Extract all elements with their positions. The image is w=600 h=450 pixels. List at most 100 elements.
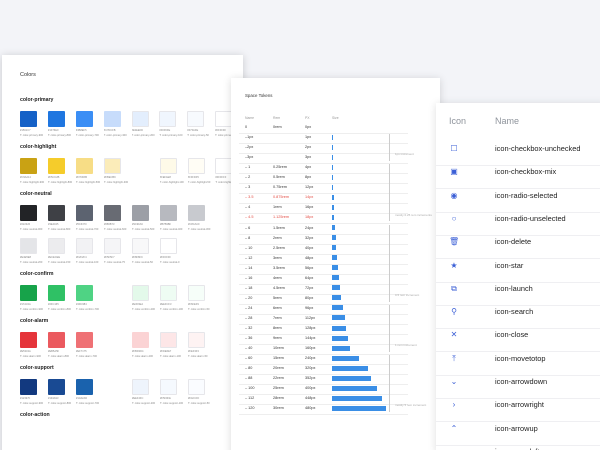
space-token-rem: 0.5rem — [273, 175, 285, 180]
color-swatch[interactable] — [159, 111, 177, 127]
swatch-hex: #EEFCF3 — [160, 303, 172, 306]
launch-icon: ⧉ — [451, 283, 457, 293]
swatch-hex: #FFFDF5 — [187, 176, 199, 179]
color-swatch[interactable] — [215, 111, 233, 127]
space-token-name: – 10 — [245, 245, 253, 250]
space-token-row: – 80 20rem 320px — [231, 365, 440, 376]
color-swatch[interactable] — [104, 158, 121, 174]
color-swatch[interactable] — [76, 332, 93, 348]
row-divider — [436, 444, 600, 446]
space-token-rem: 5rem — [273, 295, 282, 300]
color-swatch[interactable] — [131, 111, 149, 127]
swatch-token: T: color-highlight-900 — [20, 181, 44, 184]
space-token-row: – 12 3rem 48px — [231, 255, 440, 265]
swatch-hex: #C7DCFB — [103, 129, 116, 132]
swatch-token: T: color-confirm-100 — [160, 308, 183, 311]
space-token-name: – 3 — [245, 185, 251, 190]
swatch-cell: #FFFFFF T: color-highlight-0 — [215, 158, 239, 191]
color-swatch[interactable] — [48, 285, 65, 301]
space-size-bar — [332, 164, 333, 170]
space-token-rem: 4rem — [273, 275, 282, 280]
space-token-row: – 4 1rem 16px — [231, 204, 440, 215]
swatch-hex: #FFFFFF — [160, 256, 171, 259]
icon-name-label: icon-movetotop — [495, 353, 546, 363]
space-token-row: – 24 6rem 96px — [231, 305, 440, 315]
color-swatch[interactable] — [215, 158, 233, 174]
space-size-bar — [332, 405, 386, 411]
color-swatch[interactable] — [132, 238, 149, 254]
color-swatch[interactable] — [20, 205, 37, 221]
swatch-cell: #EF7175 T: color-alarm-700 — [76, 332, 100, 365]
space-token-name: 0 — [245, 125, 248, 129]
color-swatch[interactable] — [75, 111, 93, 127]
color-swatch[interactable] — [48, 332, 65, 348]
space-token-px: 24px — [305, 225, 314, 230]
color-swatch[interactable] — [187, 111, 205, 127]
color-swatch[interactable] — [20, 379, 37, 395]
color-swatch[interactable] — [76, 205, 93, 221]
color-swatch[interactable] — [132, 205, 149, 221]
swatch-token: T: color-neutral-600 — [104, 228, 127, 231]
swatch-cell: #1A62AD T: color-support-700 — [76, 379, 100, 412]
swatch-token: T: color-confirm-50 — [188, 308, 210, 311]
increment-bracket — [388, 224, 390, 302]
color-swatch[interactable] — [20, 111, 37, 127]
color-swatch[interactable] — [47, 111, 65, 127]
color-swatch[interactable] — [48, 379, 65, 395]
color-swatch[interactable] — [132, 379, 149, 395]
color-swatch[interactable] — [76, 238, 93, 254]
color-swatch[interactable] — [160, 379, 177, 395]
color-swatch[interactable] — [48, 238, 65, 254]
color-swatch[interactable] — [76, 379, 93, 395]
space-token-row: – 28 7rem 112px — [231, 315, 440, 325]
color-swatch[interactable] — [160, 238, 177, 254]
color-swatch[interactable] — [103, 111, 121, 127]
color-swatch[interactable] — [48, 205, 65, 221]
color-swatch[interactable] — [76, 285, 93, 301]
space-token-name: – 4.5 — [245, 215, 254, 220]
space-token-px: 32px — [305, 235, 314, 240]
row-divider — [239, 394, 408, 396]
color-swatch[interactable] — [187, 158, 205, 174]
increment-bracket — [388, 134, 390, 162]
color-swatch[interactable] — [104, 238, 121, 254]
color-swatch[interactable] — [76, 158, 93, 174]
space-token-name: – 8 — [245, 235, 251, 240]
swatch-token: T: color-neutral-500 — [132, 228, 155, 231]
swatch-token: T: color-confirm-800 — [48, 308, 71, 311]
space-token-name: – 16 — [245, 275, 253, 280]
swatch-cell: #3B8EF5 T: color-primary-700 — [75, 111, 100, 144]
star-icon: ★ — [450, 260, 458, 270]
radio-selected-icon: ◉ — [450, 190, 458, 200]
swatch-row: #C9A214 T: color-highlight-900 #F5CC2B T: c… — [20, 158, 243, 191]
icon-name-label: icon-delete — [495, 237, 532, 247]
color-swatch[interactable] — [132, 332, 149, 348]
color-group: color-primary #1561C7 T: color-primary-900… — [20, 97, 243, 144]
color-swatch[interactable] — [48, 158, 65, 174]
swatch-hex: #3E4045 — [48, 223, 59, 226]
space-size-bar — [332, 385, 377, 391]
color-group-title: color-highlight — [20, 144, 57, 150]
color-swatch[interactable] — [20, 285, 37, 301]
space-token-px: 448px — [305, 396, 316, 401]
color-swatch[interactable] — [188, 379, 205, 395]
color-swatch[interactable] — [160, 332, 177, 348]
color-swatch[interactable] — [160, 205, 177, 221]
color-swatch[interactable] — [188, 205, 205, 221]
color-swatch[interactable] — [20, 158, 37, 174]
space-token-px: 3px — [305, 155, 312, 160]
color-swatch[interactable] — [160, 285, 177, 301]
color-swatch[interactable] — [188, 332, 205, 348]
close-icon: ✕ — [450, 330, 458, 340]
swatch-hex: #F0F6FE — [159, 129, 171, 132]
color-swatch[interactable] — [20, 238, 37, 254]
space-token-px: 80px — [305, 295, 314, 300]
color-swatch[interactable] — [20, 332, 37, 348]
color-swatch[interactable] — [132, 285, 149, 301]
swatch-token: T: color-neutral-400 — [160, 228, 183, 231]
space-token-px: 8px — [305, 175, 312, 180]
swatch-hex: #4FD384 — [76, 303, 87, 306]
color-swatch[interactable] — [159, 158, 177, 174]
color-swatch[interactable] — [188, 285, 205, 301]
color-swatch[interactable] — [104, 205, 121, 221]
